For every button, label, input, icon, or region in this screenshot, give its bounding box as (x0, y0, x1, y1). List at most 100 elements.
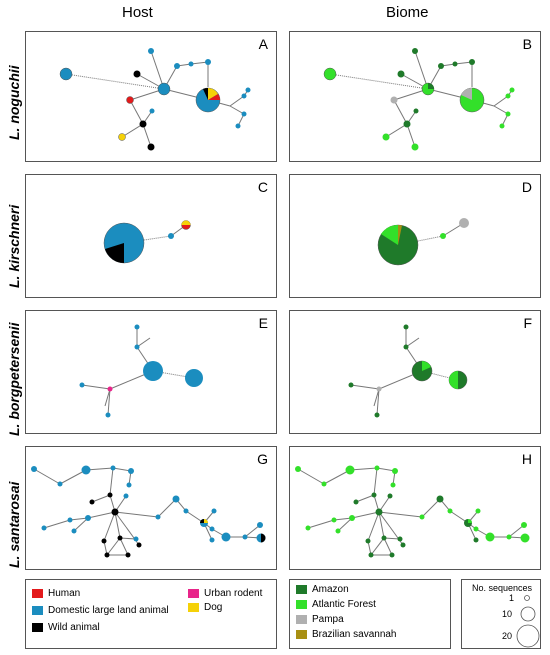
node-f-6 (348, 382, 354, 388)
panel-letter-a: A (258, 36, 268, 52)
panel-f-borgpetersenii-biome: F (289, 310, 541, 434)
legend-swatch-wild (32, 623, 43, 632)
legend-swatch-atlantic-forest (296, 600, 307, 609)
network-d (377, 218, 469, 266)
legend-label-wild: Wild animal (48, 622, 100, 633)
size-label-20: 20 (501, 631, 512, 641)
pie-a-large (195, 87, 221, 113)
legend-label-pampa: Pampa (312, 614, 344, 625)
host-legend: Human Domestic large land animal Wild an… (25, 579, 277, 649)
panel-letter-c: C (257, 179, 268, 195)
panel-d-kirschneri-biome: D (289, 174, 541, 298)
node-e-2 (185, 369, 203, 387)
host-column-header: Host (122, 4, 153, 21)
node-g-22 (172, 495, 180, 503)
legend-label-domestic: Domestic large land animal (48, 605, 169, 616)
legend-swatch-amazon (296, 585, 307, 594)
panel-letter-f: F (523, 315, 532, 331)
legend-item-urban-rodent: Urban rodent (188, 588, 262, 599)
node-h-10 (390, 482, 396, 488)
node-h-6 (371, 492, 377, 498)
node-a-16 (245, 87, 251, 93)
panel-h-santarosai-biome: H (289, 446, 541, 570)
node-g-23 (183, 508, 189, 514)
network-f (348, 324, 468, 418)
node-g-3 (81, 465, 91, 475)
species-label-noguchii: L. noguchii (6, 65, 22, 140)
node-d-3 (459, 218, 469, 228)
node-h-8 (375, 508, 383, 516)
pie-c-large (103, 222, 145, 264)
node-a-9 (139, 120, 147, 128)
biome-legend: Amazon Atlantic Forest Pampa Brazilian s… (289, 579, 451, 649)
node-b-10 (382, 133, 390, 141)
node-a-4 (148, 48, 154, 54)
size-label-1: 1 (508, 593, 514, 603)
node-h-7 (353, 499, 359, 505)
pie-b-large (459, 87, 485, 113)
legend-item-wild: Wild animal (32, 622, 100, 633)
node-c-2 (168, 233, 174, 239)
node-b-1 (323, 67, 337, 81)
panel-g-santarosai-host: G (25, 446, 277, 570)
node-h-28 (506, 534, 512, 540)
node-g-26 (209, 537, 215, 543)
node-h-29 (521, 522, 527, 528)
node-g-1 (31, 466, 37, 472)
node-b-9 (403, 120, 411, 128)
network-e (79, 324, 203, 418)
biome-column-header: Biome (386, 4, 429, 21)
node-h-22 (436, 495, 444, 503)
legend-item-amazon: Amazon (296, 584, 349, 595)
node-e-6 (79, 382, 85, 388)
node-e-3 (134, 344, 140, 350)
node-g-13 (41, 525, 47, 531)
node-b-11 (411, 143, 419, 151)
legend-swatch-human (32, 589, 43, 598)
node-a-13 (241, 93, 247, 99)
species-label-santarosai: L. santarosai (6, 481, 22, 568)
legend-swatch-dog (188, 603, 199, 612)
node-a-6 (174, 63, 180, 69)
node-b-14 (505, 111, 511, 117)
node-g-21 (155, 514, 161, 520)
size-label-10: 10 (501, 609, 512, 619)
node-h-20 (400, 542, 406, 548)
legend-label-brazilian-savannah: Brazilian savannah (312, 629, 397, 640)
node-h-30 (520, 533, 530, 543)
node-a-3 (126, 96, 134, 104)
node-h-14 (335, 528, 341, 534)
node-h-9 (387, 493, 393, 499)
node-g-28 (242, 534, 248, 540)
node-h-13 (305, 525, 311, 531)
node-h-1 (295, 466, 301, 472)
node-h-18 (381, 535, 387, 541)
panel-letter-h: H (521, 451, 532, 467)
node-a-5 (133, 70, 141, 78)
node-g-9 (123, 493, 129, 499)
legend-label-urban-rodent: Urban rodent (204, 588, 263, 599)
node-e-4 (134, 324, 140, 330)
panel-letter-e: E (258, 315, 268, 331)
node-g-17 (125, 552, 131, 558)
network-c (103, 220, 191, 264)
node-g-14 (71, 528, 77, 534)
node-a-8 (205, 59, 211, 65)
pie-f-2 (448, 370, 468, 390)
node-h-2 (321, 481, 327, 487)
node-g-20 (136, 542, 142, 548)
node-b-8 (469, 59, 475, 65)
node-h-5 (392, 468, 398, 474)
node-f-5 (376, 386, 382, 392)
pie-g-1 (200, 519, 208, 527)
node-g-6 (107, 492, 113, 498)
species-label-kirschneri: L. kirschneri (6, 204, 22, 288)
panel-b-noguchii-biome: B (289, 31, 541, 162)
panel-a-noguchii-host: A (25, 31, 277, 162)
node-h-17 (389, 552, 395, 558)
node-g-7 (89, 499, 95, 505)
size-circle-20 (516, 624, 540, 648)
node-a-10 (118, 133, 126, 141)
node-e-5 (107, 386, 113, 392)
legend-item-dog: Dog (188, 602, 222, 613)
